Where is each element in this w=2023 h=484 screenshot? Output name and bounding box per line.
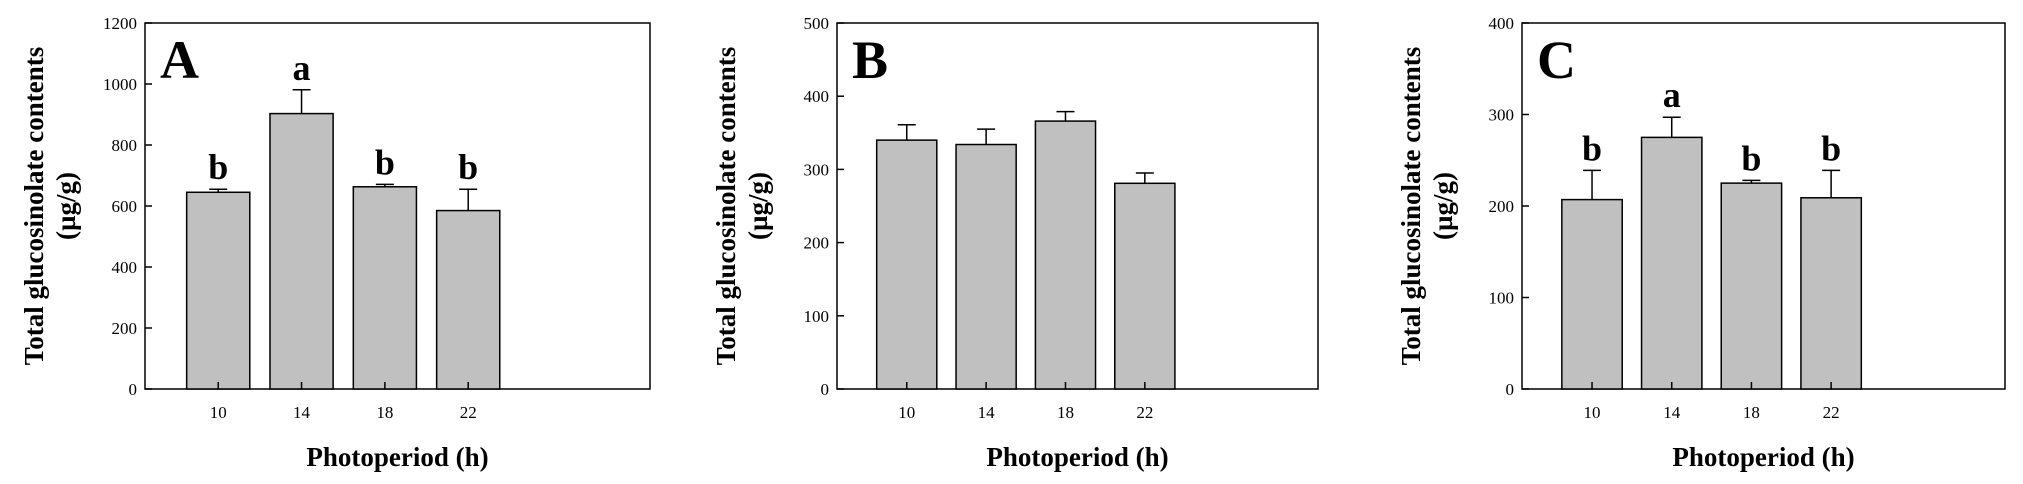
bar-10 — [875, 139, 938, 390]
x-tick-label: 14 — [978, 403, 996, 422]
y-axis-unit: (µg/g) — [743, 172, 773, 240]
y-tick-label: 200 — [804, 234, 830, 253]
significance-letter: b — [208, 147, 228, 187]
x-tick-label: 10 — [898, 403, 915, 422]
x-tick-label: 22 — [1823, 403, 1840, 422]
significance-letter: b — [1821, 128, 1841, 168]
x-tick-label: 18 — [1743, 403, 1760, 422]
significance-letter: b — [458, 147, 478, 187]
significance-letter: a — [293, 48, 311, 88]
bar-10 — [185, 191, 251, 390]
bar-22 — [435, 209, 501, 390]
x-tick-label: 22 — [1136, 403, 1153, 422]
significance-letter: a — [1663, 75, 1681, 115]
x-tick-label: 14 — [293, 403, 311, 422]
y-tick-label: 100 — [1489, 289, 1515, 308]
bar-18 — [1034, 120, 1097, 390]
y-tick-label: 400 — [112, 258, 138, 277]
y-axis-unit: (µg/g) — [1428, 172, 1458, 240]
x-tick-label: 14 — [1663, 403, 1681, 422]
y-tick-label: 500 — [804, 14, 830, 33]
bar-10 — [1561, 198, 1623, 390]
bar-14 — [1640, 136, 1703, 390]
y-tick-label: 0 — [821, 380, 830, 399]
y-tick-label: 400 — [1489, 14, 1515, 33]
bar-14 — [955, 143, 1017, 390]
x-tick-label: 22 — [460, 403, 477, 422]
y-tick-label: 800 — [112, 136, 138, 155]
x-tick-label: 10 — [1584, 403, 1601, 422]
y-tick-label: 1200 — [103, 14, 137, 33]
y-axis-title: Total glucosinolate contents — [711, 47, 741, 366]
bar-18 — [352, 186, 418, 390]
panel-label: A — [160, 30, 199, 90]
bar-22 — [1114, 182, 1176, 390]
significance-letter: b — [375, 142, 395, 182]
y-tick-label: 200 — [112, 319, 138, 338]
y-tick-label: 600 — [112, 197, 138, 216]
y-tick-label: 100 — [804, 307, 830, 326]
y-tick-label: 300 — [1489, 106, 1515, 125]
y-tick-label: 0 — [129, 380, 138, 399]
x-axis-title: Photoperiod (h) — [1672, 442, 1854, 472]
panel-a: 0 200 400 600 800 1000 1200 10 b 14 a 18 b 22 b A Photop… — [19, 14, 651, 472]
panel-label: B — [852, 30, 888, 90]
y-tick-label: 400 — [804, 87, 830, 106]
y-axis-unit: (µg/g) — [51, 172, 81, 240]
y-axis-title: Total glucosinolate contents — [19, 47, 49, 366]
y-axis-title: Total glucosinolate contents — [1396, 47, 1426, 366]
panel-b: 0 100 200 300 400 500 10 14 18 22 B Photoperiod (h)… — [711, 14, 1319, 472]
significance-letter: b — [1582, 128, 1602, 168]
y-tick-label: 0 — [1506, 380, 1515, 399]
x-tick-label: 18 — [1057, 403, 1074, 422]
bar-22 — [1800, 197, 1863, 390]
y-tick-label: 200 — [1489, 197, 1515, 216]
y-tick-label: 1000 — [103, 75, 137, 94]
x-tick-label: 10 — [210, 403, 227, 422]
x-axis-title: Photoperiod (h) — [986, 442, 1168, 472]
x-tick-label: 18 — [376, 403, 393, 422]
significance-letter: b — [1741, 138, 1761, 178]
bar-18 — [1720, 182, 1783, 390]
bar-14 — [269, 112, 334, 390]
y-tick-label: 300 — [804, 160, 830, 179]
panel-label: C — [1537, 30, 1576, 90]
x-axis-title: Photoperiod (h) — [306, 442, 488, 472]
